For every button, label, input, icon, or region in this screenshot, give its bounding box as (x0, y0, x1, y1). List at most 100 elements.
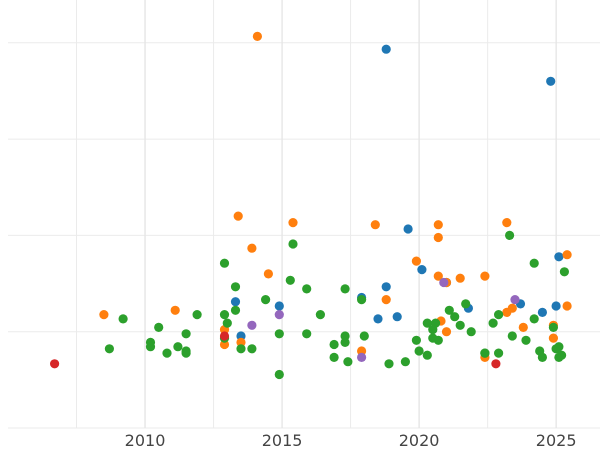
data-point (461, 299, 471, 309)
data-point (357, 295, 367, 305)
data-point (302, 284, 312, 294)
data-point (170, 305, 180, 315)
data-point (502, 218, 512, 228)
data-point (340, 337, 350, 347)
x-tick-label: 2025 (536, 431, 577, 450)
x-tick-labels: 2010 2015 2020 2025 (125, 431, 577, 450)
x-tick-label: 2010 (125, 431, 166, 450)
data-point (236, 337, 246, 347)
data-point (247, 243, 257, 253)
data-point (548, 322, 559, 332)
data-point (433, 220, 443, 230)
data-point (230, 282, 241, 292)
data-point (252, 31, 262, 41)
data-point (381, 282, 391, 292)
data-point (340, 331, 350, 341)
data-point (559, 267, 570, 277)
data-point (181, 348, 191, 358)
data-point (274, 329, 284, 339)
data-point (480, 348, 490, 358)
x-gridlines (76, 0, 557, 428)
data-point (422, 318, 432, 328)
data-point (261, 295, 271, 305)
data-point (288, 239, 298, 249)
data-point (433, 335, 443, 345)
x-tick-label: 2015 (262, 431, 303, 450)
data-point (247, 344, 257, 354)
data-point (381, 44, 391, 54)
data-point (494, 348, 504, 358)
data-point (529, 258, 539, 268)
data-point (554, 252, 564, 262)
data-point (557, 350, 567, 360)
y-gridlines (8, 42, 600, 429)
data-point (373, 314, 383, 324)
data-point (551, 301, 561, 311)
data-point (219, 331, 230, 341)
data-point (441, 327, 452, 337)
data-point (562, 250, 572, 260)
data-point (370, 220, 380, 230)
data-point (247, 320, 257, 330)
data-point (548, 333, 559, 343)
data-point (302, 329, 312, 339)
data-point (414, 346, 424, 356)
data-point (537, 307, 548, 317)
data-point (505, 230, 515, 240)
data-point (329, 339, 339, 350)
data-point (315, 310, 325, 320)
data-point (285, 275, 295, 285)
data-point (455, 320, 465, 330)
data-points (50, 31, 572, 380)
data-point (222, 318, 232, 328)
data-point (192, 310, 202, 320)
data-point (219, 310, 230, 320)
data-point (466, 327, 476, 337)
data-point (359, 331, 369, 341)
data-point (392, 312, 402, 322)
data-point (411, 256, 421, 266)
data-point (340, 284, 350, 294)
data-point (274, 369, 284, 380)
data-point (529, 314, 539, 324)
data-point (219, 339, 230, 350)
data-point (263, 269, 273, 279)
data-point (433, 232, 443, 243)
data-point (510, 295, 520, 305)
data-point (50, 359, 60, 369)
data-point (491, 359, 501, 369)
data-point (219, 258, 230, 268)
data-point (480, 271, 490, 281)
data-point (233, 211, 243, 221)
data-point (384, 359, 394, 369)
data-point (145, 342, 156, 352)
data-point (444, 305, 454, 315)
data-point (411, 335, 421, 345)
data-point (400, 357, 410, 367)
data-point (546, 76, 556, 86)
data-point (417, 265, 427, 275)
data-point (507, 331, 517, 341)
data-point (288, 218, 298, 228)
data-point (403, 224, 413, 234)
data-point (154, 322, 164, 332)
data-point (551, 344, 561, 354)
data-point (494, 310, 504, 320)
data-point (488, 318, 498, 328)
data-point (381, 295, 391, 305)
data-point (230, 305, 241, 315)
data-point (173, 342, 183, 352)
data-point (343, 357, 353, 367)
data-point (230, 297, 241, 307)
data-point (433, 271, 443, 281)
data-point (450, 312, 460, 322)
data-point (357, 346, 367, 356)
data-point (181, 329, 191, 339)
data-point (236, 331, 246, 341)
data-point (162, 348, 172, 358)
x-tick-label: 2020 (399, 431, 440, 450)
data-point (428, 325, 438, 335)
data-point (537, 352, 548, 362)
data-point (518, 322, 528, 332)
